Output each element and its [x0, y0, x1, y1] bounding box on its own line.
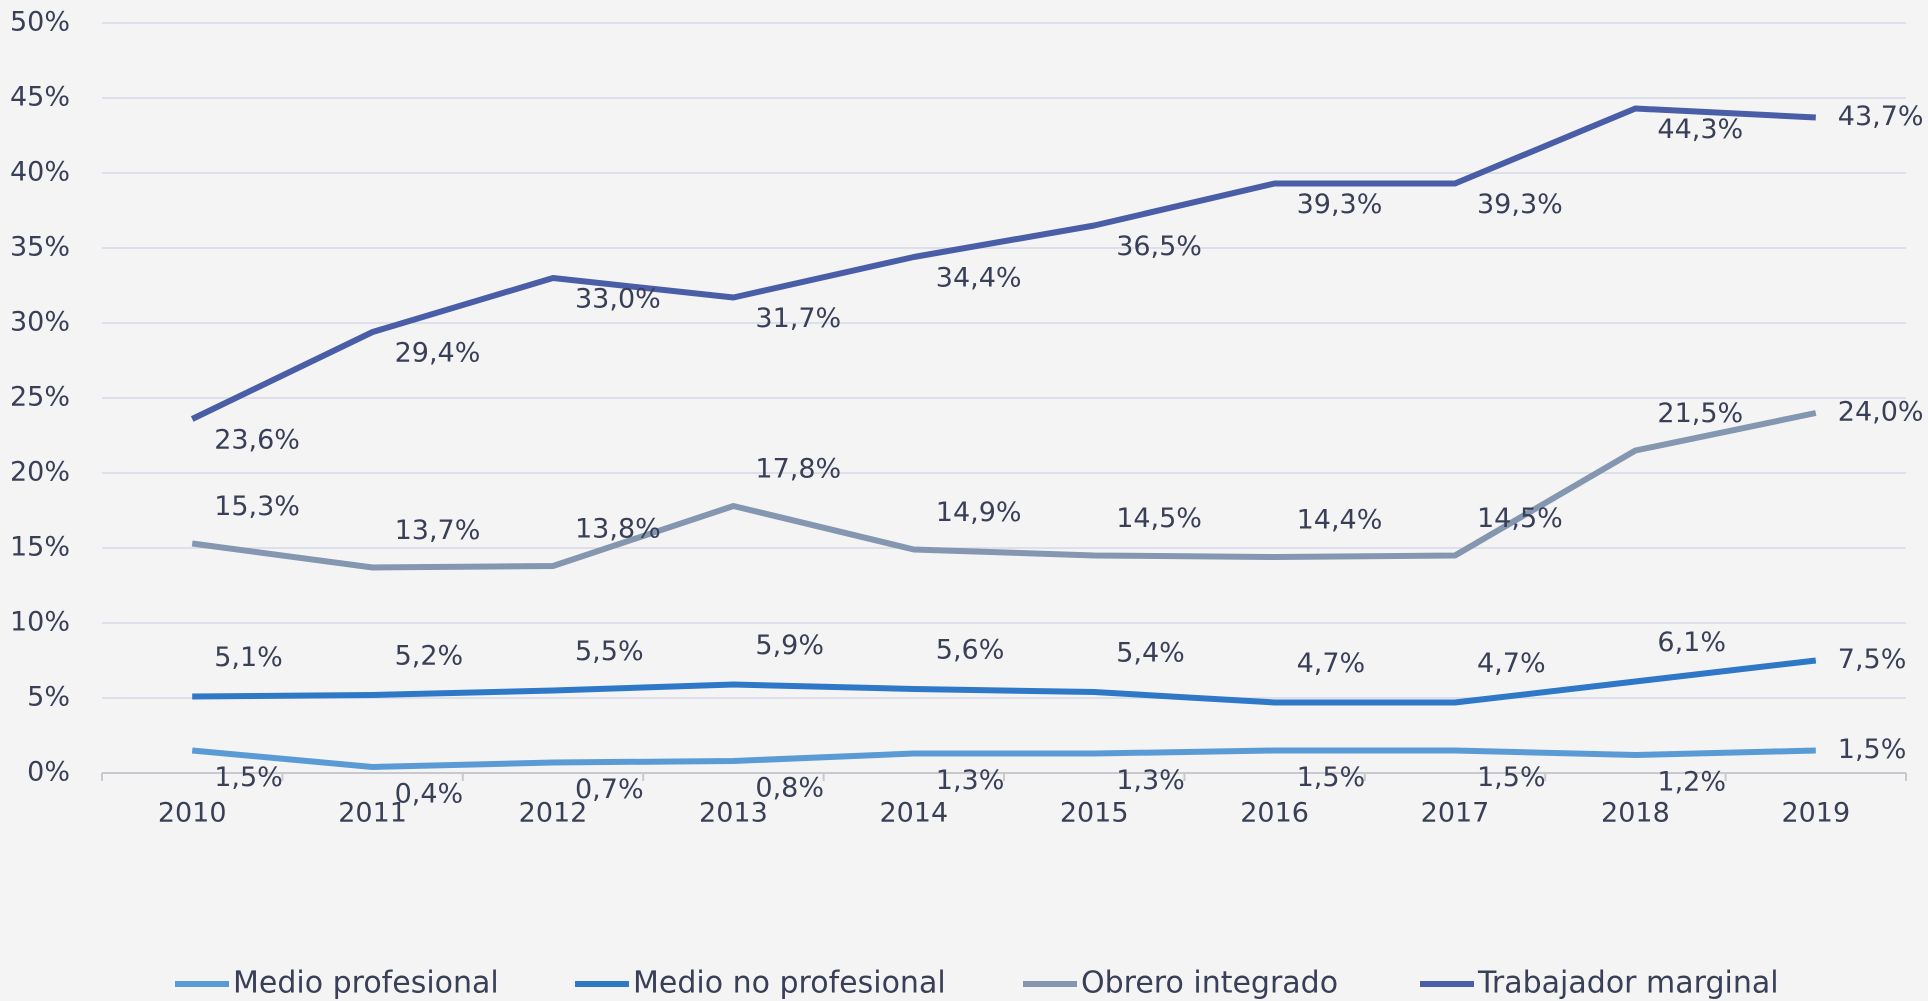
data-label: 43,7% [1838, 101, 1924, 132]
x-tick-label: 2017 [1421, 798, 1490, 829]
y-tick-label: 5% [27, 682, 70, 713]
data-label: 5,5% [575, 636, 644, 667]
data-label: 14,5% [1116, 503, 1202, 534]
y-tick-label: 40% [10, 157, 70, 188]
data-label: 4,7% [1477, 648, 1546, 679]
data-label: 39,3% [1477, 189, 1563, 220]
series-line [190, 105, 1816, 422]
data-label: 17,8% [755, 454, 841, 485]
data-label: 39,3% [1297, 189, 1383, 220]
y-tick-label: 10% [10, 607, 70, 638]
data-label: 5,9% [755, 630, 824, 661]
data-label: 14,5% [1477, 503, 1563, 534]
y-tick-label: 50% [10, 7, 70, 38]
y-tick-label: 25% [10, 382, 70, 413]
y-tick-label: 45% [10, 82, 70, 113]
data-label: 6,1% [1657, 627, 1726, 658]
y-tick-label: 35% [10, 232, 70, 263]
legend-label: Trabajador marginal [1477, 966, 1779, 1001]
data-label: 0,8% [755, 773, 824, 804]
data-label: 13,7% [395, 515, 481, 546]
data-label: 29,4% [395, 338, 481, 369]
legend-label: Obrero integrado [1081, 966, 1338, 1001]
data-label: 5,1% [214, 642, 283, 673]
data-label: 14,4% [1297, 505, 1383, 536]
data-label: 44,3% [1657, 114, 1743, 145]
data-label: 1,2% [1657, 767, 1726, 798]
data-label: 1,5% [1838, 734, 1907, 765]
y-tick-label: 0% [27, 757, 70, 788]
data-label: 14,9% [936, 497, 1022, 528]
x-tick-label: 2016 [1240, 798, 1309, 829]
series-line [191, 747, 1816, 770]
y-tick-label: 15% [10, 532, 70, 563]
data-label: 31,7% [755, 303, 841, 334]
x-tick-label: 2018 [1601, 798, 1670, 829]
data-label: 5,6% [936, 635, 1005, 666]
data-label: 1,5% [1477, 762, 1546, 793]
data-label: 36,5% [1116, 231, 1202, 262]
x-tick-label: 2012 [519, 798, 588, 829]
x-tick-label: 2011 [338, 798, 407, 829]
data-label: 1,3% [936, 765, 1005, 796]
data-label: 7,5% [1838, 644, 1907, 675]
data-label: 21,5% [1657, 398, 1743, 429]
series-line [192, 657, 1817, 706]
data-label: 4,7% [1297, 648, 1366, 679]
legend-label: Medio no profesional [633, 966, 946, 1001]
x-tick-label: 2015 [1060, 798, 1129, 829]
x-tick-label: 2013 [699, 798, 768, 829]
x-tick-label: 2010 [158, 798, 227, 829]
data-label: 33,0% [575, 284, 661, 315]
y-tick-label: 20% [10, 457, 70, 488]
data-label: 5,4% [1116, 638, 1185, 669]
data-label: 0,4% [395, 779, 464, 810]
data-label: 1,5% [1297, 762, 1366, 793]
data-label: 13,8% [575, 514, 661, 545]
data-label: 23,6% [214, 425, 300, 456]
data-label: 1,5% [214, 762, 283, 793]
data-label: 15,3% [214, 491, 300, 522]
data-label: 24,0% [1838, 397, 1924, 428]
y-tick-label: 30% [10, 307, 70, 338]
data-label: 1,3% [1116, 765, 1185, 796]
x-tick-label: 2019 [1781, 798, 1850, 829]
x-tick-label: 2014 [879, 798, 948, 829]
data-label: 5,2% [395, 641, 464, 672]
data-label: 34,4% [936, 263, 1022, 294]
series-line [191, 410, 1817, 571]
legend-label: Medio profesional [233, 966, 499, 1001]
data-label: 0,7% [575, 774, 644, 805]
